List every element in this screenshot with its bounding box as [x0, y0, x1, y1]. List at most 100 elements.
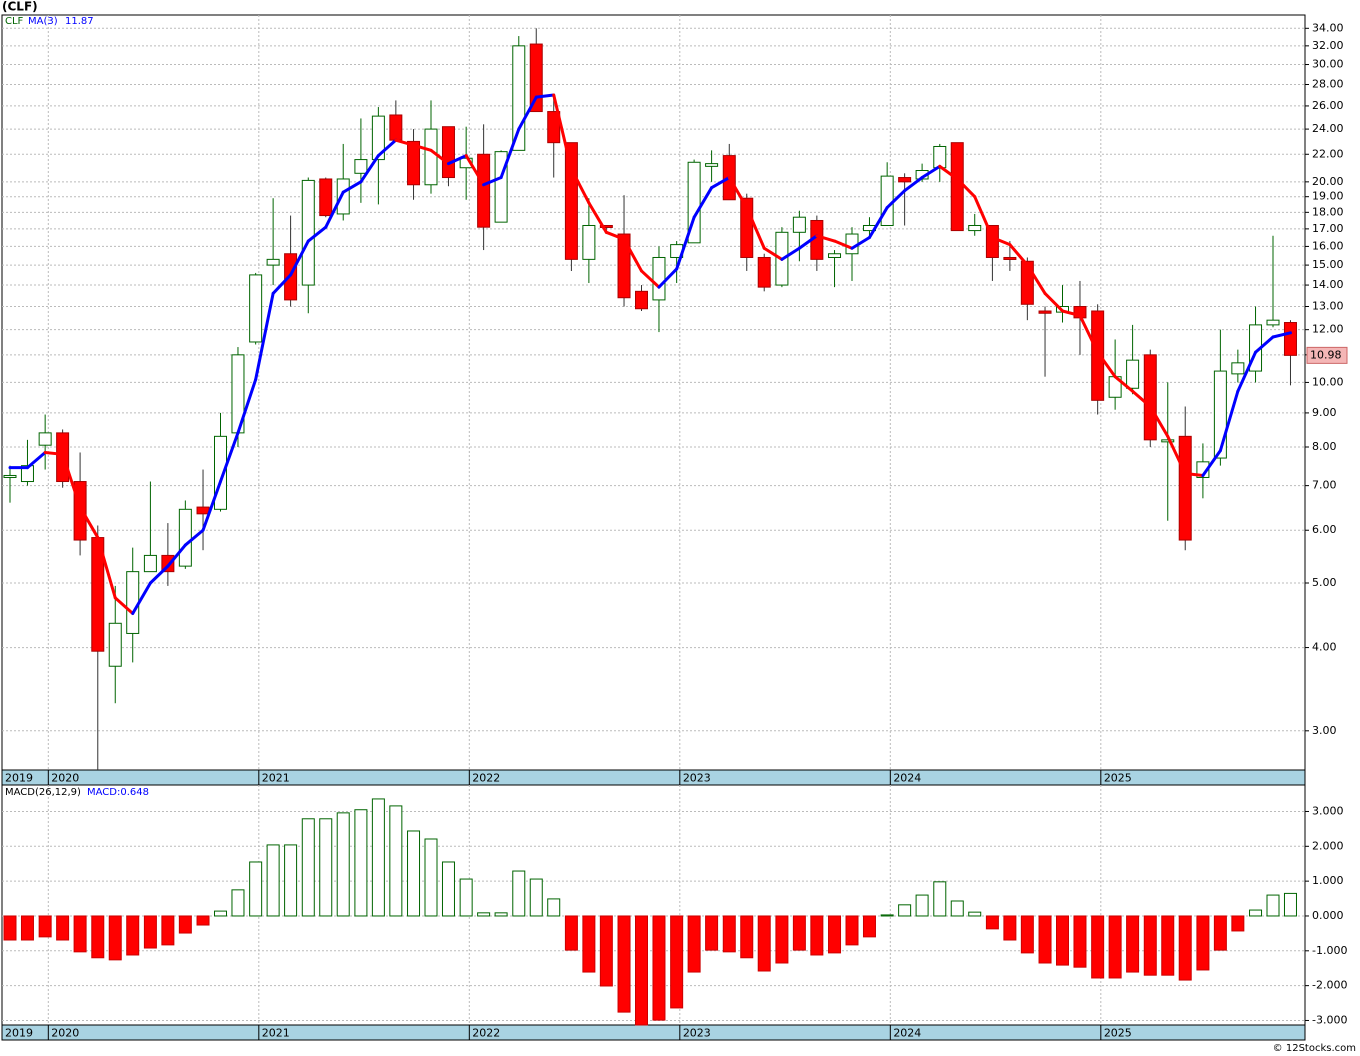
macd-bar [1038, 915, 1052, 964]
macd-bar [915, 894, 929, 917]
ma-line [464, 154, 486, 187]
y-tick-label: 20.00 [1312, 175, 1344, 188]
ma-line [61, 452, 82, 509]
candle-body [108, 622, 122, 667]
candle-body [968, 224, 982, 232]
macd-bar [792, 915, 806, 951]
macd-bar [266, 844, 280, 917]
y-tick-label: 32.00 [1312, 39, 1344, 52]
macd-value: MACD:0.648 [87, 787, 149, 798]
candle-body [424, 128, 438, 186]
macd-bar [1073, 915, 1087, 968]
candle-body [1143, 354, 1157, 441]
candle-body [898, 177, 912, 183]
macd-bar [933, 881, 947, 917]
macd-bar [705, 915, 719, 951]
macd-bar [757, 915, 771, 972]
macd-bar [1161, 915, 1175, 976]
ma-line [569, 167, 591, 205]
ma-line [710, 176, 731, 190]
macd-bar [670, 915, 684, 1009]
macd-bar [1143, 915, 1157, 976]
candle-body [126, 571, 140, 634]
y-tick-label: 22.00 [1312, 147, 1344, 160]
macd-bar [1003, 915, 1017, 941]
macd-bar [389, 805, 403, 917]
x-tick-label: 2021 [262, 1027, 290, 1040]
candle-body [1213, 370, 1227, 459]
candle-body [1283, 322, 1297, 356]
ma-line [148, 564, 170, 585]
legend-symbol: CLF [5, 16, 24, 27]
macd-bar [582, 915, 596, 973]
macd-bar [1196, 915, 1210, 971]
y-tick-label: -2.000 [1312, 979, 1347, 992]
macd-bar [56, 915, 70, 941]
ma-line [640, 269, 661, 289]
ma-line [973, 195, 994, 240]
macd-bar [477, 912, 491, 917]
macd-bar [336, 812, 350, 917]
ma-line [1078, 314, 1100, 354]
ma-line [1043, 291, 1065, 313]
chart-title: (CLF) [2, 0, 38, 14]
candle-body [652, 256, 666, 301]
ma-line [903, 176, 924, 193]
candle-body [950, 142, 964, 232]
macd-bar [38, 915, 52, 938]
ma-line [938, 164, 959, 181]
ma-line [1254, 335, 1275, 354]
ma-line [254, 291, 275, 382]
macd-bar [810, 915, 824, 956]
macd-bar [459, 878, 473, 917]
ma-line [43, 450, 65, 456]
y-tick-label: 8.00 [1312, 440, 1337, 453]
ma-line [394, 138, 416, 147]
macd-bar [722, 915, 736, 953]
candle-body [792, 216, 806, 233]
candle-body [599, 224, 613, 228]
candle-body [196, 506, 210, 515]
macd-bar [161, 915, 175, 946]
macd-bar [635, 915, 649, 1026]
candle-body [1231, 362, 1245, 375]
macd-bar [1091, 915, 1105, 979]
x-tick-label: 2020 [51, 772, 79, 785]
y-tick-label: 24.00 [1312, 122, 1344, 135]
macd-bar [828, 915, 842, 954]
ma-line [675, 215, 696, 271]
macd-bar [301, 818, 315, 917]
ma-line [429, 148, 450, 166]
y-tick-label: 17.00 [1312, 222, 1344, 235]
macd-bar [1056, 915, 1070, 966]
ma-line [604, 230, 626, 241]
candle-body [529, 43, 543, 113]
candle-body [547, 111, 561, 144]
y-tick-label: 0.000 [1312, 909, 1344, 922]
footer: © 12Stocks.com [1273, 1043, 1356, 1054]
ma-line [1201, 449, 1222, 477]
y-tick-label: 9.00 [1312, 406, 1337, 419]
candle-body [354, 159, 368, 174]
ma-line [797, 234, 819, 250]
candle-body [757, 256, 771, 288]
candle-body [1126, 359, 1140, 389]
macd-bar [126, 915, 140, 956]
ma-line [306, 225, 328, 243]
macd-bar [196, 915, 210, 926]
x-tick-label: 2019 [5, 1027, 33, 1040]
macd-bar [494, 912, 508, 917]
ma-line [78, 505, 100, 540]
ma-line [920, 164, 942, 180]
ma-line [201, 480, 222, 532]
ma-line [131, 581, 152, 615]
y-tick-label: 6.00 [1312, 523, 1337, 536]
plot-frame [1, 14, 1306, 771]
macd-bar [284, 844, 298, 917]
macd-bar [512, 870, 526, 917]
macd-bar [880, 914, 894, 917]
ma-line [1148, 405, 1170, 438]
ma-line [341, 180, 363, 194]
candle-body [389, 114, 403, 141]
macd-bar [178, 915, 192, 934]
